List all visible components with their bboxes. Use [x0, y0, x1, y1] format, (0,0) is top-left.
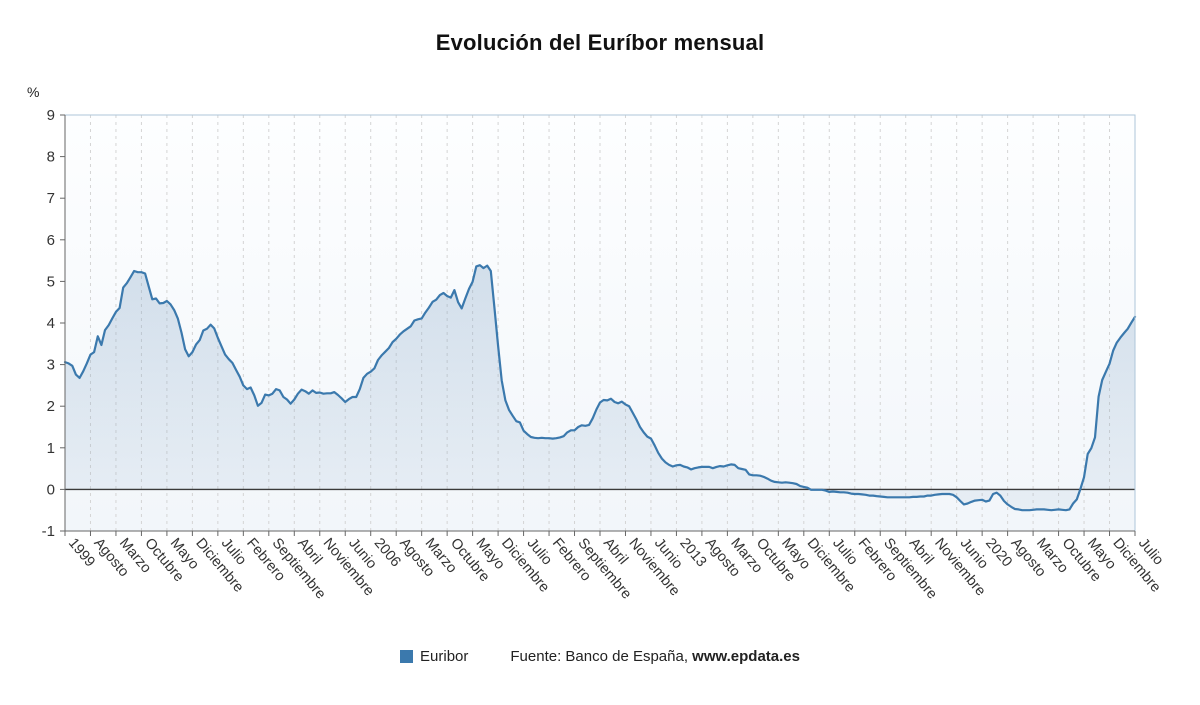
area-series-euribor [65, 265, 1135, 511]
legend-swatch-euribor [400, 650, 414, 663]
legend: Euribor Fuente: Banco de España, www.epd… [0, 648, 1200, 665]
y-tick-label: 7 [47, 190, 55, 207]
y-tick-label: 8 [47, 149, 55, 166]
page-title: Evolución del Euríbor mensual [435, 30, 765, 55]
y-tick-label: 4 [47, 315, 55, 332]
y-tick-label: 0 [47, 481, 55, 498]
legend-item-euribor[interactable]: Euribor [400, 648, 468, 665]
y-tick-label: -1 [42, 523, 55, 540]
y-tick-label: 9 [47, 107, 55, 124]
y-tick-label: 2 [47, 398, 55, 415]
source-link[interactable]: www.epdata.es [692, 648, 800, 665]
y-axis: 9 8 7 6 5 4 3 2 1 0 -1 [42, 107, 65, 540]
y-tick-label: 1 [47, 440, 55, 457]
y-tick-label: 3 [47, 357, 55, 374]
y-tick-label: 6 [47, 232, 55, 249]
line-series-euribor [63, 264, 1137, 512]
y-axis-unit-label: % [27, 84, 40, 100]
x-axis: 1999AgostoMarzoOctubreMayoDiciembreJulio… [64, 531, 1166, 602]
source-prefix: Fuente: Banco de España, [510, 648, 693, 665]
y-tick-label: 5 [47, 273, 55, 290]
x-tick-label: 1999 [65, 535, 98, 570]
legend-label-euribor: Euribor [420, 648, 469, 665]
source-text: Fuente: Banco de España, www.epdata.es [510, 648, 800, 665]
